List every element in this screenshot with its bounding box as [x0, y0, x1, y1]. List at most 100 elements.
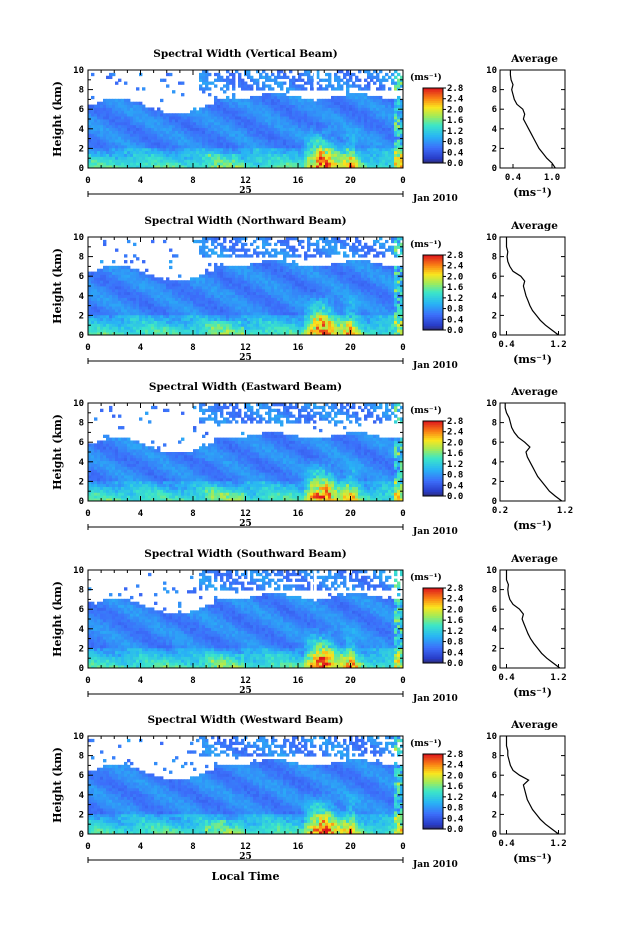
- day-label: 25: [239, 353, 252, 363]
- colorbar-frame: [422, 753, 444, 830]
- colorbar-tick-label: 0.4: [447, 315, 464, 325]
- colorbar-tick-label: 0.8: [447, 305, 463, 315]
- day-label: 25: [239, 519, 252, 529]
- y-tick-label: 2: [79, 644, 84, 654]
- profile-x-tick-label: 0.4: [498, 673, 515, 683]
- profile-y-tick-label: 8: [492, 752, 497, 762]
- profile-y-tick-label: 10: [486, 233, 497, 243]
- colorbar-tick-label: 0.4: [447, 481, 464, 491]
- average-profile: Average 0 2 4 6 8 10 0.4 1.2 (ms⁻¹): [486, 220, 566, 366]
- y-tick-label: 0: [79, 830, 84, 840]
- profile-x-tick-label: 1.2: [550, 673, 566, 683]
- profile-y-tick-label: 2: [492, 644, 497, 654]
- colorbar-tick-label: 2.4: [447, 262, 464, 272]
- panel-title: Spectral Width (Eastward Beam): [149, 381, 342, 393]
- y-tick-label: 10: [73, 233, 84, 243]
- profile-x-label: (ms⁻¹): [513, 686, 552, 699]
- x-tick-label: 4: [138, 842, 144, 852]
- average-profile: Average 0 2 4 6 8 10 0.4 1.2 (ms⁻¹): [486, 719, 566, 865]
- x-tick-label: 16: [293, 509, 304, 519]
- y-tick-label: 10: [73, 566, 84, 576]
- profile-x-tick-label: 1.2: [550, 340, 566, 350]
- colorbar-tick-label: 2.0: [447, 605, 463, 615]
- average-profile: Average 0 2 4 6 8 10 0.4 1.2 (ms⁻¹): [486, 553, 566, 699]
- y-tick-label: 0: [79, 164, 84, 174]
- heatmap-field: [88, 237, 404, 336]
- profile-x-tick-label: 1.2: [557, 506, 573, 516]
- x-tick-label: 8: [190, 676, 195, 686]
- profile-y-tick-label: 8: [492, 253, 497, 263]
- y-tick-label: 10: [73, 732, 84, 742]
- colorbar-tick-label: 0.8: [447, 638, 463, 648]
- panel-title: Spectral Width (Northward Beam): [144, 215, 346, 227]
- colorbar-tick-label: 2.4: [447, 428, 464, 438]
- y-tick-label: 10: [73, 66, 84, 76]
- colorbar-unit: (ms⁻¹): [410, 239, 442, 250]
- month-label: Jan 2010: [412, 194, 458, 204]
- profile-x-tick-label: 0.4: [498, 340, 515, 350]
- y-axis-label: Height (km): [51, 81, 64, 157]
- colorbar: (ms⁻¹) 2.82.42.01.61.20.80.40.0: [410, 72, 464, 169]
- profile-title: Average: [510, 53, 558, 65]
- colorbar-tick-label: 0.8: [447, 471, 463, 481]
- profile-x-label: (ms⁻¹): [513, 852, 552, 865]
- colorbar-frame: [422, 254, 444, 331]
- x-tick-label: 0: [85, 509, 90, 519]
- profile-x-tick-label: 0.2: [492, 506, 508, 516]
- x-tick-label: 16: [293, 176, 304, 186]
- y-tick-label: 2: [79, 477, 84, 487]
- x-tick-label: 16: [293, 676, 304, 686]
- profile-line: [509, 70, 556, 169]
- colorbar-tick-label: 1.2: [447, 793, 463, 803]
- colorbar-frame: [422, 420, 444, 497]
- profile-frame: [499, 402, 566, 502]
- colorbar: (ms⁻¹) 2.82.42.01.61.20.80.40.0: [410, 239, 464, 336]
- colorbar-tick-label: 2.8: [447, 251, 463, 261]
- x-tick-label: 16: [293, 842, 304, 852]
- profile-frame: [499, 735, 566, 835]
- colorbar-tick-label: 1.6: [447, 116, 463, 126]
- y-tick-label: 4: [79, 791, 85, 801]
- colorbar-tick-label: 1.2: [447, 127, 463, 137]
- profile-x-tick-label: 1.2: [550, 839, 566, 849]
- profile-y-tick-label: 4: [492, 125, 498, 135]
- colorbar-tick-label: 0.0: [447, 159, 463, 169]
- x-tick-label: 8: [190, 509, 195, 519]
- profile-y-tick-label: 0: [492, 830, 497, 840]
- y-tick-label: 0: [79, 664, 84, 674]
- profile-y-tick-label: 0: [492, 164, 497, 174]
- x-tick-label: 0: [85, 842, 90, 852]
- x-tick-label: 8: [190, 176, 195, 186]
- profile-line: [504, 403, 563, 502]
- profile-y-tick-label: 0: [492, 331, 497, 341]
- colorbar-unit: (ms⁻¹): [410, 405, 442, 416]
- heatmap-field: [88, 570, 404, 669]
- panel-4: Spectral Width (Westward Beam) 0 2 4 6 8 10 Hei…: [51, 714, 567, 870]
- x-tick-label: 0: [400, 509, 405, 519]
- heatmap-field: [88, 403, 404, 502]
- profile-x-tick-label: 1.0: [544, 173, 560, 183]
- profile-line: [505, 736, 559, 835]
- y-tick-label: 4: [79, 625, 85, 635]
- profile-frame: [499, 236, 566, 336]
- x-tick-label: 4: [138, 176, 144, 186]
- colorbar-tick-label: 0.8: [447, 804, 463, 814]
- profile-y-tick-label: 4: [492, 625, 498, 635]
- heatmap-field: [88, 70, 404, 169]
- x-tick-label: 0: [85, 176, 90, 186]
- profile-y-tick-label: 4: [492, 292, 498, 302]
- x-tick-label: 20: [345, 343, 356, 353]
- x-tick-label: 8: [190, 842, 195, 852]
- profile-y-tick-label: 6: [492, 771, 497, 781]
- month-label: Jan 2010: [412, 860, 458, 870]
- y-tick-label: 6: [79, 771, 84, 781]
- y-tick-label: 4: [79, 458, 85, 468]
- colorbar: (ms⁻¹) 2.82.42.01.61.20.80.40.0: [410, 405, 464, 502]
- x-tick-label: 4: [138, 676, 144, 686]
- y-axis-label: Height (km): [51, 414, 64, 490]
- y-tick-label: 6: [79, 605, 84, 615]
- y-axis-label: Height (km): [51, 248, 64, 324]
- colorbar-tick-label: 1.6: [447, 449, 463, 459]
- x-tick-label: 20: [345, 676, 356, 686]
